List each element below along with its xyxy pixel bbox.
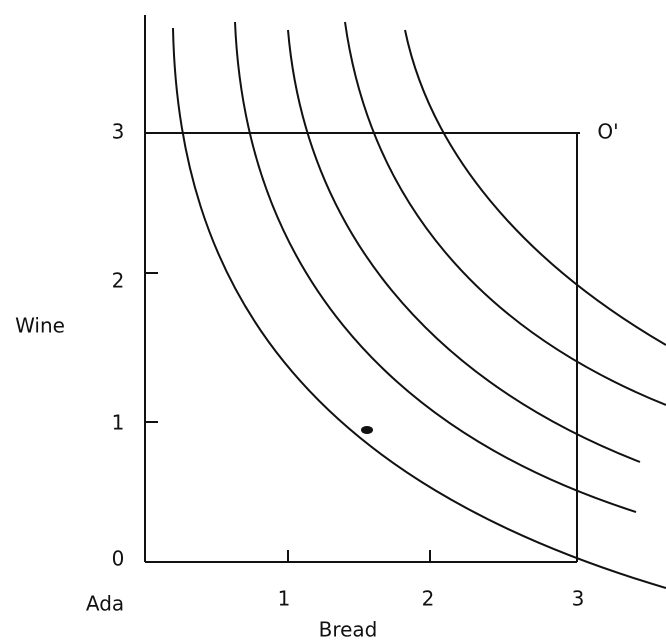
indifference-curve xyxy=(287,29,641,463)
indifference-curve xyxy=(172,27,666,589)
opposite-origin-label: O' xyxy=(597,120,618,144)
y-tick-label: 1 xyxy=(112,411,125,435)
x-tick-label: 2 xyxy=(422,587,435,611)
y-tick-label: 2 xyxy=(112,269,125,293)
origin-label: Ada xyxy=(86,592,124,616)
y-axis-label: Wine xyxy=(15,314,65,338)
x-tick-label: 1 xyxy=(278,587,291,611)
indifference-curve xyxy=(404,29,666,346)
point xyxy=(361,426,373,434)
x-axis-label: Bread xyxy=(319,618,378,642)
indifference-curve xyxy=(234,21,637,513)
y-tick-label: 3 xyxy=(112,120,125,144)
y-tick-label: 0 xyxy=(112,547,125,571)
indifference-curve xyxy=(344,21,666,406)
x-tick-label: 3 xyxy=(572,587,585,611)
